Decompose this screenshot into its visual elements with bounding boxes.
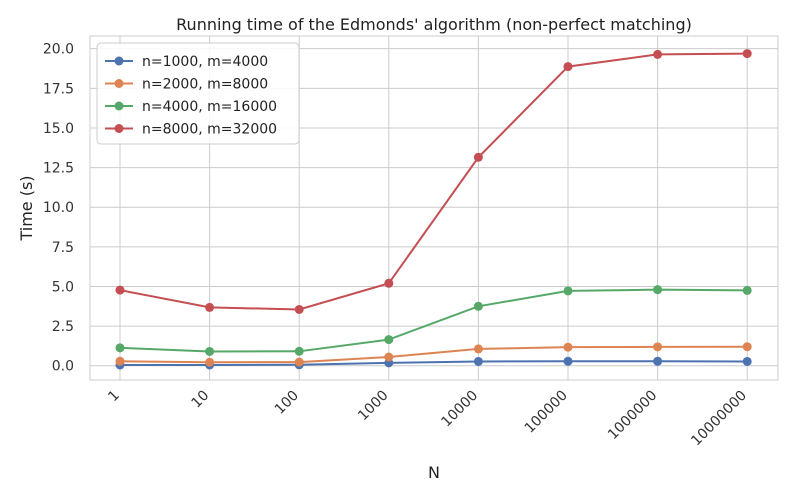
legend-item: n=1000, m=4000 (105, 54, 268, 70)
series-line (120, 360, 748, 366)
data-point (294, 346, 304, 356)
data-point (115, 343, 125, 353)
x-tick-label: 1000000 (605, 388, 660, 443)
y-tick-label: 7.5 (52, 240, 74, 256)
data-point (742, 356, 752, 366)
legend-label: n=1000, m=4000 (142, 54, 268, 70)
x-tick-labels: 1 10 100 1000 10000 100000 1000000 10000000 (105, 388, 750, 450)
series-line (119, 345, 748, 364)
data-point (115, 285, 125, 295)
x-tick-label: 1 (105, 388, 123, 406)
series-2 (115, 342, 752, 367)
data-point (384, 352, 394, 362)
y-tick-label: 20.0 (43, 42, 74, 58)
data-point (653, 356, 663, 366)
legend-marker (114, 56, 124, 66)
legend-item: n=8000, m=32000 (105, 122, 277, 138)
data-point (384, 335, 394, 345)
data-point (653, 342, 663, 352)
legend-item: n=2000, m=8000 (105, 77, 268, 93)
data-point (473, 356, 483, 366)
y-tick-label: 2.5 (52, 319, 74, 335)
series-line (119, 288, 748, 353)
data-point (205, 302, 215, 312)
x-tick-label: 10000 (438, 388, 481, 431)
legend-marker (114, 101, 124, 111)
data-point (205, 346, 215, 356)
data-point (473, 152, 483, 162)
legend: n=1000, m=4000 n=2000, m=8000 n=4000, m=16… (96, 42, 300, 145)
legend-item: n=4000, m=16000 (105, 99, 277, 115)
x-tick-label: 100000 (522, 388, 571, 437)
data-point (563, 356, 573, 366)
data-point (563, 62, 573, 72)
data-point (473, 344, 483, 354)
y-tick-labels: 0.0 2.5 5.0 7.5 10.0 12.5 15.0 17.5 20.0 (43, 42, 74, 375)
x-tick-label: 1000 (355, 388, 392, 425)
y-tick-label: 5.0 (52, 279, 74, 295)
data-point (742, 49, 752, 59)
legend-box (96, 42, 300, 145)
chart-title: Running time of the Edmonds' algorithm (… (176, 15, 692, 34)
series-layer (115, 49, 752, 370)
data-point (653, 285, 663, 295)
data-point (473, 301, 483, 311)
legend-marker (114, 79, 124, 88)
x-tick-label: 10000000 (688, 388, 750, 450)
x-tick-label: 100 (272, 388, 302, 418)
x-tick-label: 10 (189, 388, 213, 412)
data-point (115, 356, 125, 366)
legend-label: n=2000, m=8000 (142, 77, 268, 93)
y-tick-label: 12.5 (43, 161, 74, 177)
legend-marker (114, 124, 124, 133)
data-point (563, 342, 573, 352)
data-point (653, 49, 663, 59)
data-point (384, 278, 394, 288)
y-axis-label: Time (s) (17, 175, 36, 241)
legend-label: n=8000, m=32000 (142, 122, 277, 138)
y-tick-label: 17.5 (43, 81, 74, 97)
legend-label: n=4000, m=16000 (142, 99, 277, 115)
data-point (205, 357, 215, 367)
data-point (294, 357, 304, 367)
series-3 (115, 285, 752, 356)
series-4 (115, 49, 752, 314)
data-point (742, 342, 752, 352)
data-point (294, 304, 304, 314)
data-point (742, 285, 752, 295)
y-tick-label: 10.0 (43, 200, 74, 216)
series-line (119, 52, 748, 311)
x-axis-label: N (428, 463, 440, 482)
y-tick-label: 0.0 (52, 359, 74, 375)
data-point (563, 286, 573, 296)
y-tick-label: 15.0 (43, 121, 74, 137)
